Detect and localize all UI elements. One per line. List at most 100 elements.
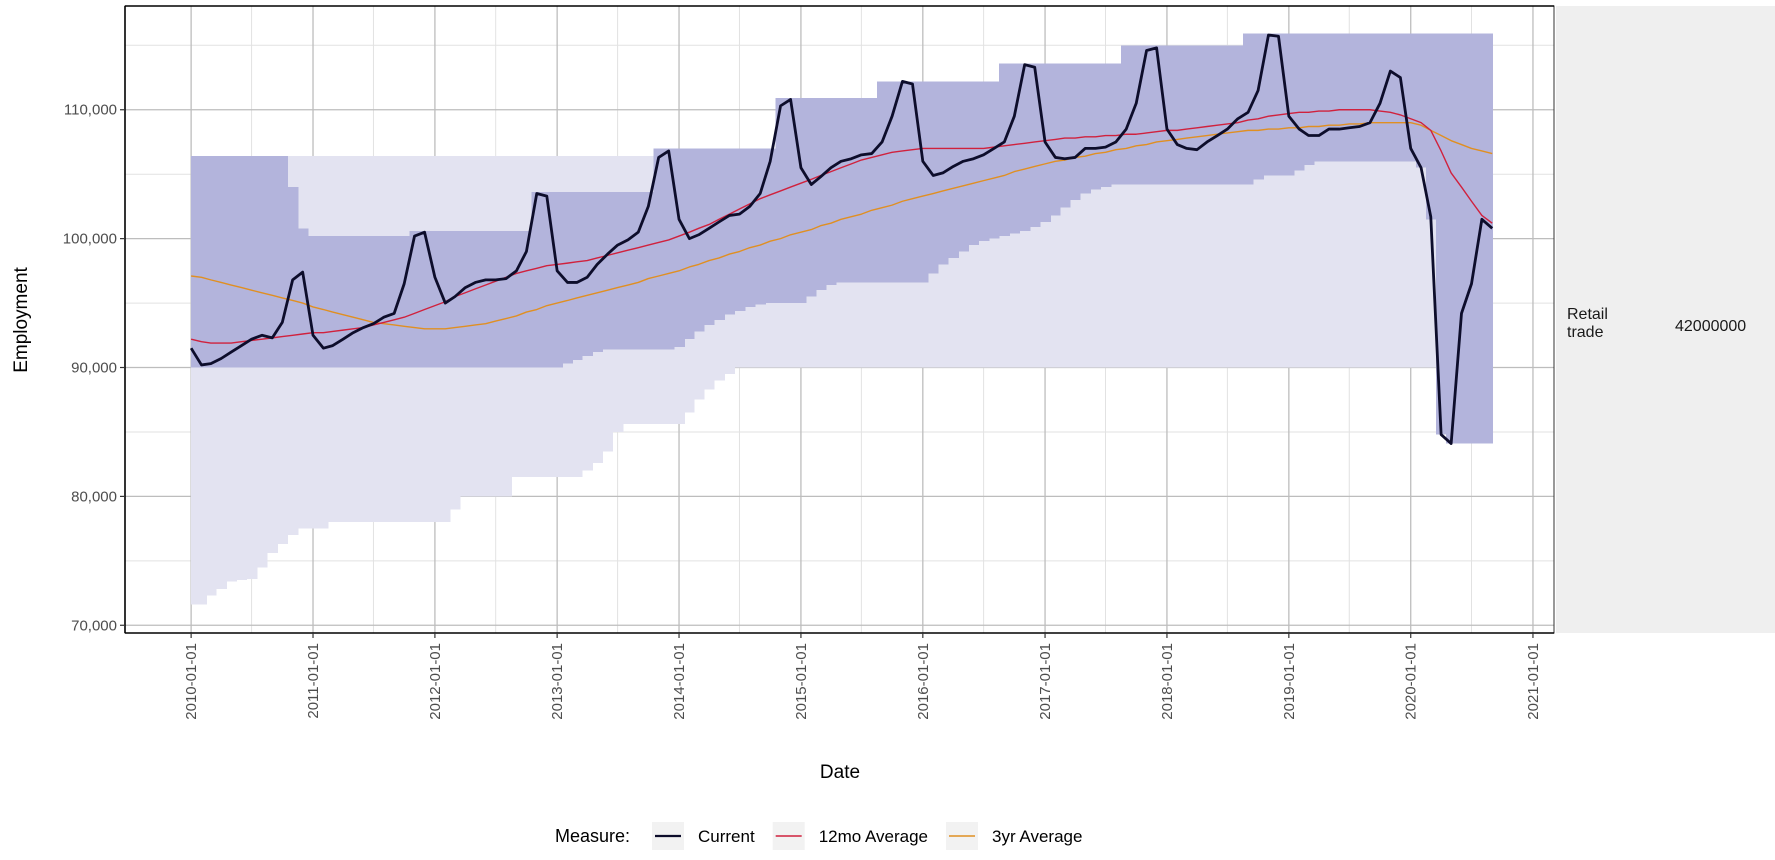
band-segment bbox=[1100, 63, 1112, 368]
band-segment bbox=[1212, 45, 1223, 185]
band-segment bbox=[348, 236, 359, 368]
legend-label: 3yr Average bbox=[992, 827, 1082, 846]
band-segment bbox=[388, 236, 400, 368]
band-segment bbox=[1161, 45, 1173, 368]
band-segment bbox=[1385, 33, 1396, 368]
band-segment bbox=[663, 148, 675, 350]
band-segment bbox=[1263, 33, 1275, 368]
legend-label: Current bbox=[698, 827, 755, 846]
band-segment bbox=[694, 148, 705, 332]
band-segment bbox=[572, 192, 583, 360]
band-segment bbox=[368, 236, 380, 368]
band-segment bbox=[1344, 33, 1356, 368]
legend-label: 12mo Average bbox=[819, 827, 928, 846]
strip-label: Retail trade bbox=[1567, 306, 1608, 341]
band-segment bbox=[236, 156, 248, 581]
band-segment bbox=[216, 156, 227, 368]
band-segment bbox=[765, 148, 776, 304]
band-segment bbox=[470, 230, 482, 368]
x-tick-label: 2015-01-01 bbox=[793, 643, 810, 720]
band-segment bbox=[734, 148, 746, 311]
band-segment bbox=[328, 236, 339, 368]
band-segment bbox=[206, 156, 217, 368]
y-tick-label: 80,000 bbox=[71, 488, 117, 505]
band-segment bbox=[1374, 33, 1386, 368]
band-segment bbox=[1253, 33, 1264, 368]
band-segment bbox=[968, 81, 980, 246]
y-tick-label: 70,000 bbox=[71, 617, 117, 634]
band-segment bbox=[1202, 45, 1213, 185]
band-segment bbox=[1385, 33, 1396, 162]
band-segment bbox=[216, 156, 227, 590]
band-segment bbox=[1283, 33, 1295, 368]
band-segment bbox=[460, 230, 471, 368]
band-segment bbox=[978, 81, 990, 242]
band-segment bbox=[226, 156, 237, 582]
band-segment bbox=[907, 81, 919, 283]
band-segment bbox=[206, 156, 217, 596]
band-segment bbox=[1415, 33, 1427, 368]
band-segment bbox=[1080, 63, 1091, 194]
band-segment bbox=[1313, 33, 1325, 368]
band-segment bbox=[785, 98, 797, 304]
band-segment bbox=[866, 98, 878, 283]
band-segment bbox=[1141, 45, 1153, 368]
x-tick-label: 2013-01-01 bbox=[549, 643, 566, 720]
band-segment bbox=[256, 156, 268, 368]
band-segment bbox=[1090, 63, 1102, 368]
band-segment bbox=[988, 81, 1000, 239]
band-segment bbox=[236, 156, 248, 368]
band-segment bbox=[1273, 33, 1285, 176]
band-segment bbox=[277, 156, 289, 368]
band-segment bbox=[1121, 45, 1132, 368]
band-segment bbox=[1323, 33, 1335, 368]
band-segment bbox=[551, 192, 563, 368]
band-segment bbox=[1425, 33, 1437, 220]
band-segment bbox=[450, 230, 461, 368]
band-segment bbox=[815, 98, 827, 291]
band-segment bbox=[1303, 33, 1315, 166]
x-tick-label: 2011-01-01 bbox=[305, 643, 322, 719]
band-segment bbox=[1172, 45, 1183, 185]
band-segment bbox=[1294, 33, 1305, 171]
band-segment bbox=[318, 236, 329, 368]
band-segment bbox=[846, 98, 857, 283]
band-segment bbox=[297, 228, 309, 368]
band-segment bbox=[1060, 63, 1071, 208]
band-segment bbox=[999, 63, 1010, 237]
band-segment bbox=[825, 98, 837, 286]
band-segment bbox=[633, 192, 644, 350]
band-segment bbox=[1354, 33, 1366, 162]
band-segment bbox=[806, 98, 817, 297]
band-segment bbox=[521, 230, 533, 368]
band-segment bbox=[653, 148, 665, 350]
band-segment bbox=[897, 81, 909, 283]
x-tick-label: 2010-01-01 bbox=[183, 643, 200, 720]
band-segment bbox=[1121, 45, 1132, 185]
band-segment bbox=[562, 192, 573, 364]
band-segment bbox=[1009, 63, 1021, 234]
strip-label: 42000000 bbox=[1675, 318, 1747, 335]
band-segment bbox=[1374, 33, 1386, 162]
band-segment bbox=[724, 148, 736, 315]
band-segment bbox=[1294, 33, 1305, 368]
band-segment bbox=[1191, 45, 1203, 185]
band-segment bbox=[1172, 45, 1183, 368]
band-segment bbox=[744, 148, 756, 307]
band-segment bbox=[1354, 33, 1366, 368]
band-segment bbox=[1069, 63, 1081, 200]
band-segment bbox=[1110, 63, 1122, 185]
band-segment bbox=[1151, 45, 1163, 185]
band-segment bbox=[1181, 45, 1193, 368]
x-axis-title: Date bbox=[820, 762, 860, 783]
band-segment bbox=[1395, 33, 1407, 368]
band-segment bbox=[1110, 63, 1122, 368]
band-segment bbox=[226, 156, 237, 368]
band-segment bbox=[684, 148, 695, 340]
x-tick-label: 2017-01-01 bbox=[1037, 643, 1054, 720]
band-segment bbox=[1456, 33, 1468, 444]
band-segment bbox=[602, 192, 614, 350]
band-segment bbox=[531, 192, 543, 368]
band-segment bbox=[917, 81, 929, 283]
